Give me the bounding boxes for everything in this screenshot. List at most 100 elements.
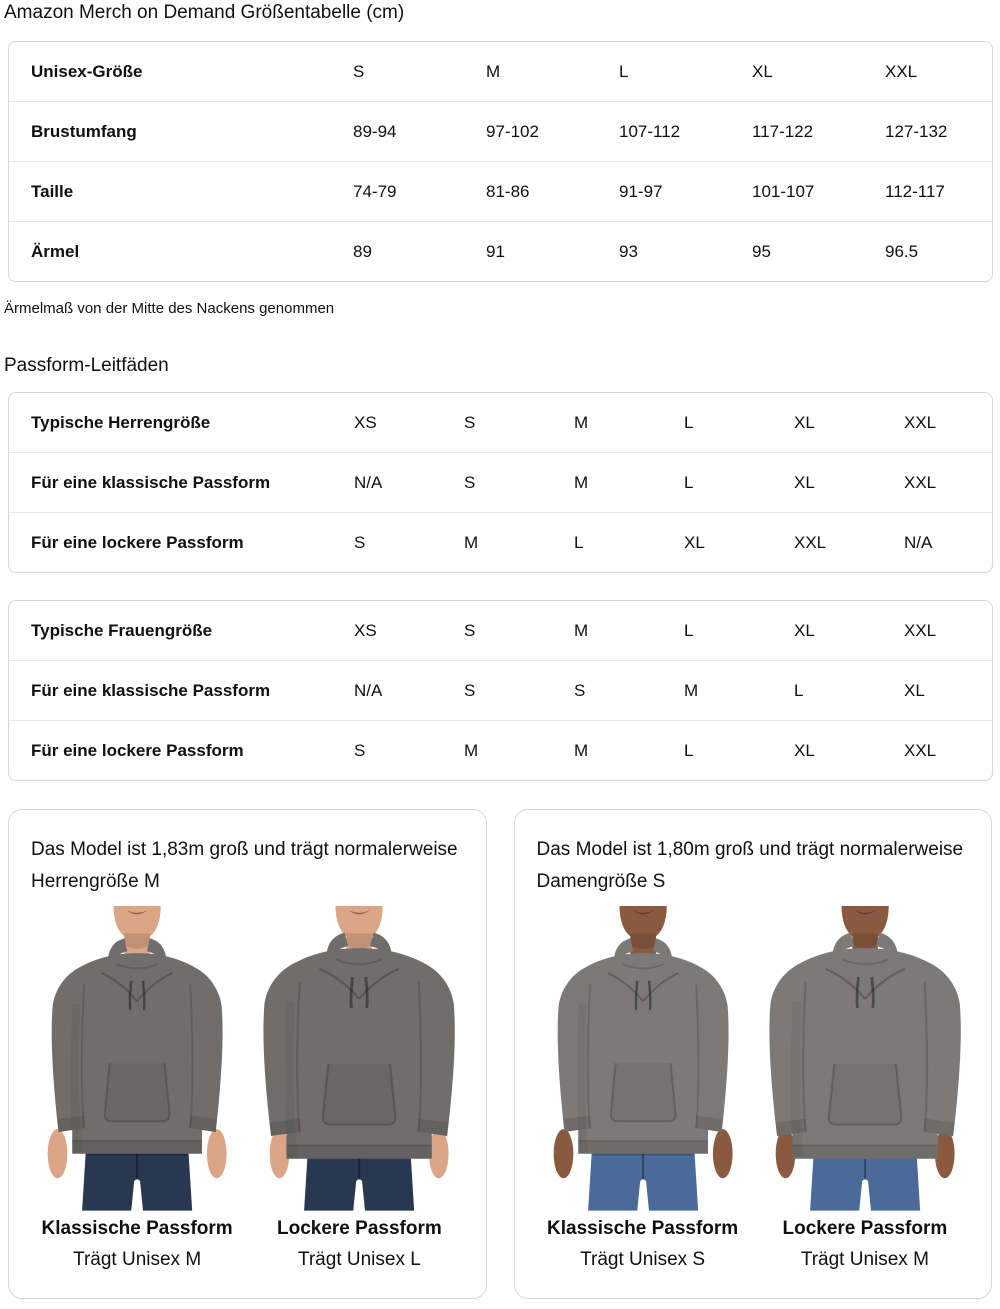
table-header-row: Unisex-Größe S M L XL XXL <box>9 42 992 101</box>
fit-label: Lockere Passform <box>782 1217 948 1239</box>
hoodie <box>769 933 960 1159</box>
cell: N/A <box>904 532 933 552</box>
table-row: Für eine klassische Passform N/A S S M L… <box>9 660 992 720</box>
page-title: Amazon Merch on Demand Größentabelle (cm… <box>4 2 405 23</box>
row-label: Typische Frauengröße <box>31 620 213 640</box>
cell: XS <box>354 620 377 640</box>
hoodie <box>264 933 455 1159</box>
column-header: L <box>619 61 629 81</box>
cell: XL <box>794 620 815 640</box>
table-row: Ärmel 89 91 93 95 96.5 <box>9 221 992 281</box>
fit-guides-title: Passform-Leitfäden <box>4 355 169 376</box>
cell: 112-117 <box>885 181 945 201</box>
table-row: Für eine lockere Passform S M L XL XXL N… <box>9 512 992 572</box>
cell: M <box>574 472 589 492</box>
cell: M <box>574 620 589 640</box>
row-label: Brustumfang <box>31 121 137 141</box>
cell: 93 <box>619 241 638 261</box>
column-header: XXL <box>885 61 918 81</box>
row-label: Für eine klassische Passform <box>31 680 271 700</box>
cell: XL <box>684 532 705 552</box>
row-label: Ärmel <box>31 241 80 261</box>
cell: L <box>684 620 694 640</box>
model-photo-classic-fit <box>535 906 751 1211</box>
cell: L <box>574 532 584 552</box>
womens-fit-table: Typische Frauengröße XS S M L XL XXL Für… <box>8 600 993 781</box>
cell: M <box>574 740 589 760</box>
size-worn-label: Trägt Unisex M <box>800 1248 929 1270</box>
table-row: Taille 74-79 81-86 91-97 101-107 112-117 <box>9 161 992 221</box>
cell: 91 <box>486 241 505 261</box>
figure-classic-fit: Klassische Passform Trägt Unisex M <box>29 906 245 1272</box>
column-header: M <box>486 61 501 81</box>
cell: M <box>464 740 479 760</box>
table-row: Typische Herrengröße XS S M L XL XXL <box>9 393 992 452</box>
cell: M <box>464 532 479 552</box>
cell: XXL <box>904 472 937 492</box>
cell: XL <box>794 472 815 492</box>
fit-label: Klassische Passform <box>41 1217 233 1239</box>
cell: XS <box>354 412 377 432</box>
model-description: Das Model ist 1,83m groß und trägt norma… <box>31 839 458 892</box>
cell: N/A <box>354 472 383 492</box>
mens-model-card: Das Model ist 1,83m groß und trägt norma… <box>8 809 487 1299</box>
cell: 89 <box>353 241 372 261</box>
table-row: Brustumfang 89-94 97-102 107-112 117-122… <box>9 101 992 161</box>
cell: XXL <box>904 412 937 432</box>
column-header: XL <box>752 61 773 81</box>
model-cards: Das Model ist 1,83m groß und trägt norma… <box>8 809 992 1299</box>
row-label: Für eine klassische Passform <box>31 472 271 492</box>
row-label: Unisex-Größe <box>31 61 143 81</box>
hoodie <box>557 938 728 1153</box>
sleeve-measure-note: Ärmelmaß von der Mitte des Nackens genom… <box>4 300 335 317</box>
table-row: Für eine klassische Passform N/A S M L X… <box>9 452 992 512</box>
cell: XXL <box>904 620 937 640</box>
cell: XL <box>794 412 815 432</box>
row-label: Für eine lockere Passform <box>31 532 244 552</box>
row-label: Taille <box>31 181 74 201</box>
row-label: Typische Herrengröße <box>31 412 211 432</box>
cell: XL <box>794 740 815 760</box>
jeans <box>82 1148 192 1211</box>
model-photo-loose-fit <box>251 906 467 1211</box>
size-worn-label: Trägt Unisex S <box>580 1248 706 1270</box>
figure-classic-fit: Klassische Passform Trägt Unisex S <box>535 906 751 1272</box>
cell: 74-79 <box>353 181 397 201</box>
model-photo-loose-fit <box>757 906 973 1211</box>
cell: L <box>684 472 694 492</box>
hoodie <box>52 938 223 1153</box>
cell: L <box>794 680 804 700</box>
cell: XXL <box>904 740 937 760</box>
cell: S <box>464 472 476 492</box>
figure-loose-fit: Lockere Passform Trägt Unisex L <box>251 906 467 1272</box>
cell: M <box>574 412 589 432</box>
cell: 95 <box>752 241 771 261</box>
cell: 89-94 <box>353 121 397 141</box>
size-worn-label: Trägt Unisex L <box>297 1248 421 1270</box>
unisex-size-table: Unisex-Größe S M L XL XXL Brustumfang 89… <box>8 41 993 282</box>
fit-label: Klassische Passform <box>547 1217 739 1239</box>
cell: S <box>574 680 586 700</box>
cell: N/A <box>354 680 383 700</box>
model-description: Das Model ist 1,80m groß und trägt norma… <box>536 839 964 892</box>
model-photo-classic-fit <box>29 906 245 1211</box>
figures-row: Klassische Passform Trägt Unisex S <box>535 906 974 1272</box>
cell: S <box>354 740 366 760</box>
size-worn-label: Trägt Unisex M <box>73 1248 202 1270</box>
cell: 127-132 <box>885 121 948 141</box>
fit-label: Lockere Passform <box>277 1217 442 1239</box>
table-row: Für eine lockere Passform S M M L XL XXL <box>9 720 992 780</box>
cell: M <box>684 680 699 700</box>
figures-row: Klassische Passform Trägt Unisex M <box>29 906 468 1272</box>
cell: L <box>684 740 694 760</box>
cell: 107-112 <box>619 121 681 141</box>
table-row: Typische Frauengröße XS S M L XL XXL <box>9 601 992 660</box>
row-label: Für eine lockere Passform <box>31 740 244 760</box>
mens-fit-table: Typische Herrengröße XS S M L XL XXL Für… <box>8 392 993 573</box>
cell: 117-122 <box>752 121 814 141</box>
cell: S <box>464 412 476 432</box>
figure-loose-fit: Lockere Passform Trägt Unisex M <box>757 906 973 1272</box>
cell: XL <box>904 680 925 700</box>
cell: 96.5 <box>885 241 919 261</box>
